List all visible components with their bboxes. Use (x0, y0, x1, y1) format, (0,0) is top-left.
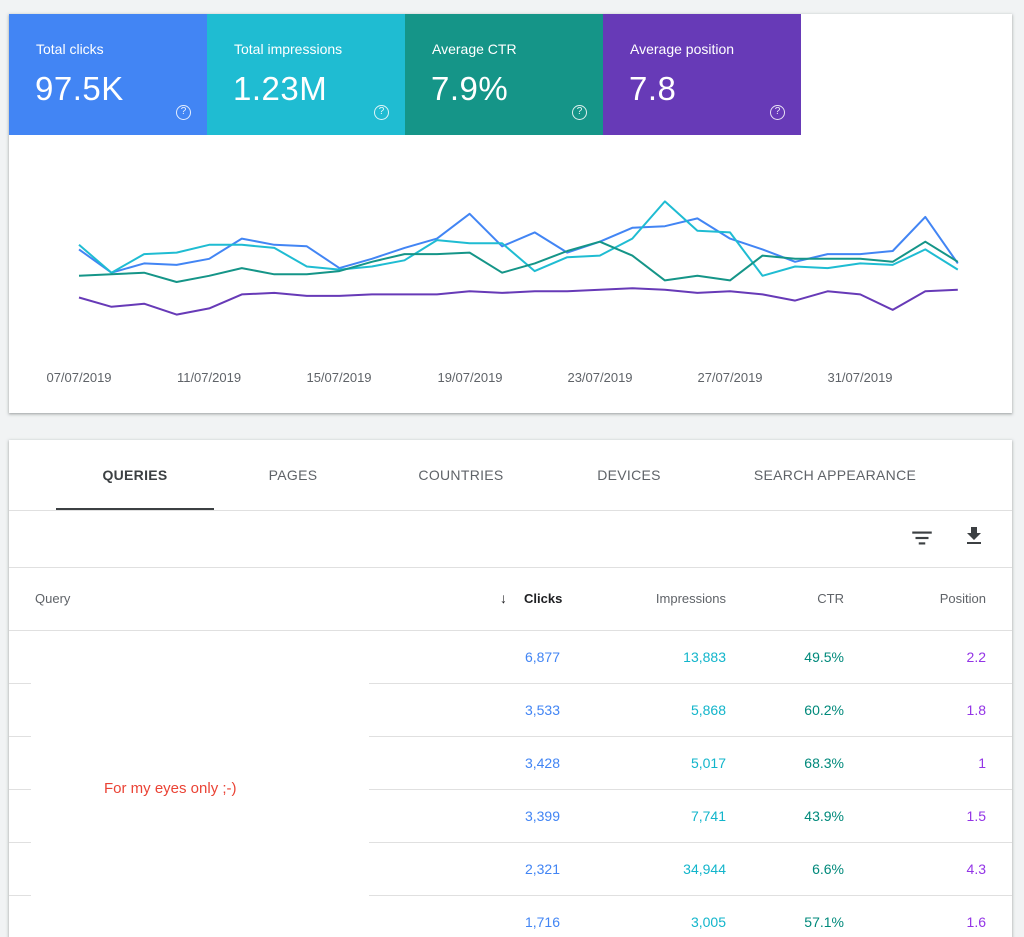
column-header-ctr[interactable]: CTR (817, 591, 844, 606)
cell-clicks: 3,533 (524, 702, 560, 718)
series-line-average-ctr[interactable] (78, 240, 959, 283)
x-tick-label: 19/07/2019 (437, 370, 503, 385)
cell-ctr: 68.3% (804, 755, 844, 771)
cell-impressions: 3,005 (690, 914, 726, 930)
metric-label: Total impressions (234, 41, 343, 57)
metric-label: Average CTR (432, 41, 517, 57)
metric-average-position[interactable]: Average position 7.8 ? (603, 14, 801, 135)
help-icon[interactable]: ? (770, 105, 785, 120)
cell-clicks: 3,428 (524, 755, 560, 771)
redaction-note: For my eyes only ;-) (104, 780, 237, 797)
help-icon[interactable]: ? (176, 105, 191, 120)
cell-impressions: 34,944 (683, 861, 726, 877)
cell-position: 1.6 (966, 914, 986, 930)
table-row[interactable]: 3,428 5,017 68.3% 1 (9, 737, 1012, 790)
cell-impressions: 5,868 (690, 702, 726, 718)
cell-ctr: 49.5% (804, 649, 844, 665)
metric-average-ctr[interactable]: Average CTR 7.9% ? (405, 14, 603, 135)
help-icon[interactable]: ? (572, 105, 587, 120)
tab-countries[interactable]: COUNTRIES (418, 467, 504, 483)
cell-ctr: 6.6% (812, 861, 844, 877)
tab-devices[interactable]: DEVICES (597, 467, 661, 483)
cell-impressions: 5,017 (690, 755, 726, 771)
x-tick-label: 07/07/2019 (46, 370, 112, 385)
column-header-clicks[interactable]: Clicks (524, 591, 563, 606)
x-tick-label: 15/07/2019 (306, 370, 372, 385)
cell-position: 1.5 (966, 808, 986, 824)
performance-card: Total clicks 97.5K ? Total impressions 1… (9, 14, 1012, 413)
cell-ctr: 60.2% (804, 702, 844, 718)
metric-label: Average position (630, 41, 735, 57)
table-row[interactable]: 6,877 13,883 49.5% 2.2 (9, 631, 1012, 684)
cell-impressions: 13,883 (683, 649, 726, 665)
performance-line-chart[interactable] (9, 14, 1012, 413)
x-tick-label: 11/07/2019 (176, 370, 242, 385)
cell-clicks: 2,321 (524, 861, 560, 877)
x-tick-label: 27/07/2019 (697, 370, 763, 385)
queries-table-card: QUERIES PAGES COUNTRIES DEVICES SEARCH A… (9, 440, 1012, 937)
divider (9, 510, 1012, 511)
x-tick-label: 23/07/2019 (567, 370, 633, 385)
cell-position: 2.2 (966, 649, 986, 665)
download-icon[interactable] (962, 523, 986, 549)
cell-ctr: 57.1% (804, 914, 844, 930)
divider (9, 567, 1012, 568)
tab-pages[interactable]: PAGES (268, 467, 318, 483)
redaction-box (31, 632, 369, 902)
cell-clicks: 1,716 (524, 914, 560, 930)
metric-value: 7.9% (431, 70, 509, 107)
divider (9, 630, 1012, 631)
cell-position: 1.8 (966, 702, 986, 718)
sort-descending-icon[interactable]: ↓ (500, 590, 507, 606)
column-header-impressions[interactable]: Impressions (655, 591, 726, 606)
series-line-total-clicks[interactable] (78, 212, 959, 274)
tab-queries[interactable]: QUERIES (102, 467, 168, 483)
metric-value: 1.23M (233, 70, 328, 107)
filter-list-icon[interactable] (909, 525, 935, 551)
metric-total-clicks[interactable]: Total clicks 97.5K ? (9, 14, 207, 135)
table-row[interactable]: 2,321 34,944 6.6% 4.3 (9, 843, 1012, 896)
metric-value: 7.8 (629, 70, 677, 107)
cell-impressions: 7,741 (690, 808, 726, 824)
series-line-average-position[interactable] (78, 287, 958, 316)
active-tab-indicator (56, 508, 214, 510)
metric-total-impressions[interactable]: Total impressions 1.23M ? (207, 14, 405, 135)
metric-value: 97.5K (35, 70, 124, 107)
cell-clicks: 3,399 (524, 808, 560, 824)
series-line-total-impressions[interactable] (78, 200, 959, 277)
cell-ctr: 43.9% (804, 808, 844, 824)
cell-position: 4.3 (966, 861, 986, 877)
cell-position: 1 (978, 755, 986, 771)
column-header-position[interactable]: Position (939, 591, 986, 606)
metric-label: Total clicks (36, 41, 104, 57)
table-row[interactable]: 1,716 3,005 57.1% 1.6 (9, 896, 1012, 937)
cell-clicks: 6,877 (524, 649, 560, 665)
column-header-query[interactable]: Query (35, 591, 71, 606)
x-tick-label: 31/07/2019 (827, 370, 893, 385)
table-row[interactable]: 3,533 5,868 60.2% 1.8 (9, 684, 1012, 737)
tab-search-appearance[interactable]: SEARCH APPEARANCE (753, 467, 917, 483)
help-icon[interactable]: ? (374, 105, 389, 120)
table-row[interactable]: 3,399 7,741 43.9% 1.5 (9, 790, 1012, 843)
